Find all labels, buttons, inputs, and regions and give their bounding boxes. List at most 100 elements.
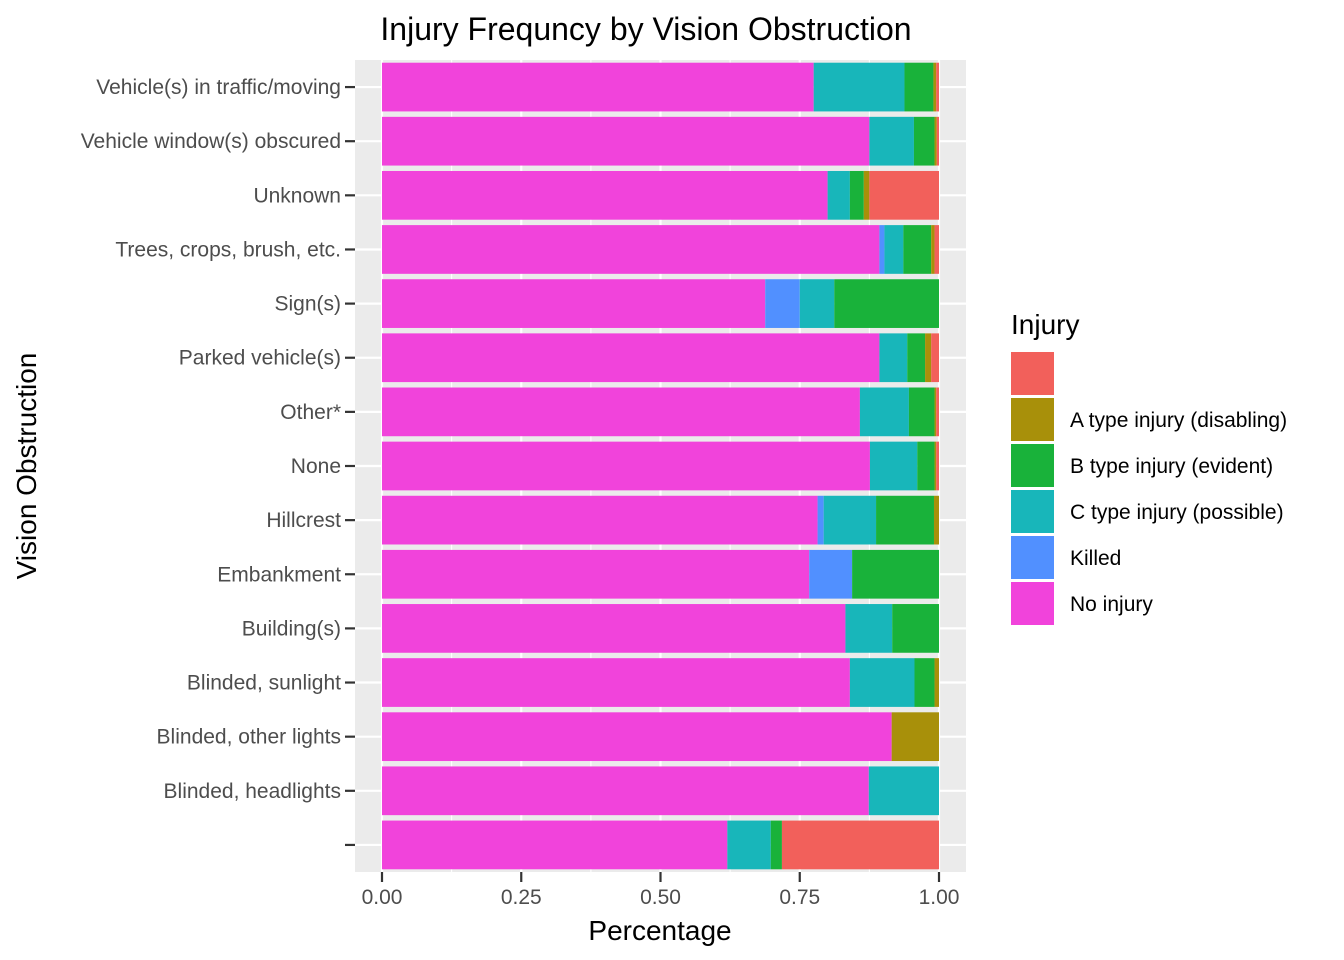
y-tick-label: Blinded, headlights xyxy=(164,780,341,803)
bar-segment xyxy=(382,820,728,870)
legend-swatch xyxy=(1011,536,1054,579)
bar-segment xyxy=(382,549,810,599)
bar-segment xyxy=(934,116,937,166)
bar-segment xyxy=(781,820,939,870)
bar-segment xyxy=(382,604,846,653)
y-tick-label: Embankment xyxy=(217,563,341,586)
legend-label: Killed xyxy=(1070,547,1121,570)
bar-segment xyxy=(849,170,864,220)
bar-segment xyxy=(934,387,937,437)
y-axis-title: Vision Obstruction xyxy=(11,353,42,580)
x-tick-label: 1.00 xyxy=(919,886,960,909)
legend-swatch xyxy=(1011,490,1054,533)
bar-segment xyxy=(727,820,771,870)
x-tick-label: 0.00 xyxy=(362,886,403,909)
bar-segment xyxy=(879,333,908,383)
bar-segment xyxy=(859,387,909,437)
legend-label: B type injury (evident) xyxy=(1070,455,1273,478)
bar-segment xyxy=(907,333,926,383)
legend-label: C type injury (possible) xyxy=(1070,501,1284,524)
bar-segment xyxy=(925,333,932,383)
bar-segment xyxy=(884,225,904,274)
y-tick-label: Vehicle window(s) obscured xyxy=(81,130,341,153)
bar-segment xyxy=(382,766,869,816)
y-tick-label: Hillcrest xyxy=(266,509,341,532)
y-tick-label: Blinded, other lights xyxy=(157,726,341,749)
y-tick-label: Trees, crops, brush, etc. xyxy=(115,238,341,261)
bar-segment xyxy=(934,441,937,491)
y-tick-label: Building(s) xyxy=(242,617,341,640)
legend-swatch xyxy=(1011,398,1054,441)
y-tick-label: Vehicle(s) in traffic/moving xyxy=(96,76,341,99)
bar-segment xyxy=(936,387,939,437)
y-tick-label: Other* xyxy=(280,401,341,424)
bar-segment xyxy=(382,495,818,545)
bar-segment xyxy=(936,116,939,166)
bar-segment xyxy=(931,333,939,383)
bar-segment xyxy=(799,279,835,328)
bar-segment xyxy=(382,441,870,491)
bar-segment xyxy=(936,62,939,112)
x-tick-label: 0.75 xyxy=(779,886,820,909)
bar-segment xyxy=(382,658,850,707)
y-tick-label: None xyxy=(291,455,341,478)
legend-swatch xyxy=(1011,582,1054,625)
bar-segment xyxy=(765,279,800,328)
chart-title: Injury Frequncy by Vision Obstruction xyxy=(380,11,911,47)
bar-segment xyxy=(876,495,934,545)
legend-label: No injury xyxy=(1070,593,1153,616)
legend-label: A type injury (disabling) xyxy=(1070,409,1287,432)
bars xyxy=(382,62,939,870)
bar-segment xyxy=(382,279,766,328)
bar-segment xyxy=(933,62,937,112)
y-axis: Vehicle(s) in traffic/moving Vehicle wind… xyxy=(81,76,355,847)
bar-segment xyxy=(382,225,880,274)
bar-segment xyxy=(849,658,915,707)
bar-segment xyxy=(869,170,939,220)
bar-segment xyxy=(852,549,939,599)
bar-segment xyxy=(382,333,880,383)
bar-segment xyxy=(904,62,934,112)
legend-title: Injury xyxy=(1011,309,1079,340)
bar-segment xyxy=(914,658,935,707)
y-tick-label: Blinded, sunlight xyxy=(187,672,341,695)
bar-segment xyxy=(879,225,885,274)
bar-segment xyxy=(813,62,905,112)
y-tick-label: Parked vehicle(s) xyxy=(179,347,341,370)
bar-segment xyxy=(827,170,850,220)
bar-segment xyxy=(809,549,853,599)
bar-segment xyxy=(817,495,824,545)
bar-segment xyxy=(913,116,935,166)
bar-segment xyxy=(845,604,893,653)
y-tick-label: Unknown xyxy=(253,184,341,207)
bar-segment xyxy=(834,279,939,328)
bar-segment xyxy=(934,658,939,707)
x-axis-title: Percentage xyxy=(588,915,731,946)
bar-segment xyxy=(382,62,814,112)
bar-segment xyxy=(933,495,939,545)
bar-segment xyxy=(869,116,914,166)
bar-segment xyxy=(382,387,860,437)
bar-segment xyxy=(382,170,828,220)
bar-segment xyxy=(382,116,870,166)
bar-segment xyxy=(917,441,935,491)
bar-segment xyxy=(934,225,939,274)
legend-swatch xyxy=(1011,444,1054,487)
x-axis: 0.00 0.25 0.50 0.75 1.00 xyxy=(362,872,960,909)
legend-swatch xyxy=(1011,352,1054,395)
bar-segment xyxy=(863,170,870,220)
bar-segment xyxy=(868,766,939,816)
bar-segment xyxy=(869,441,918,491)
y-tick-label: Sign(s) xyxy=(274,293,341,316)
bar-segment xyxy=(382,712,892,762)
bar-segment xyxy=(823,495,877,545)
bar-segment xyxy=(931,225,935,274)
bar-segment xyxy=(903,225,932,274)
bar-segment xyxy=(892,604,939,653)
bar-segment xyxy=(936,441,939,491)
bar-segment xyxy=(770,820,782,870)
bar-segment xyxy=(908,387,935,437)
legend: Injury A type injury (disabling) B type i… xyxy=(1011,309,1287,625)
bar-segment xyxy=(891,712,939,762)
